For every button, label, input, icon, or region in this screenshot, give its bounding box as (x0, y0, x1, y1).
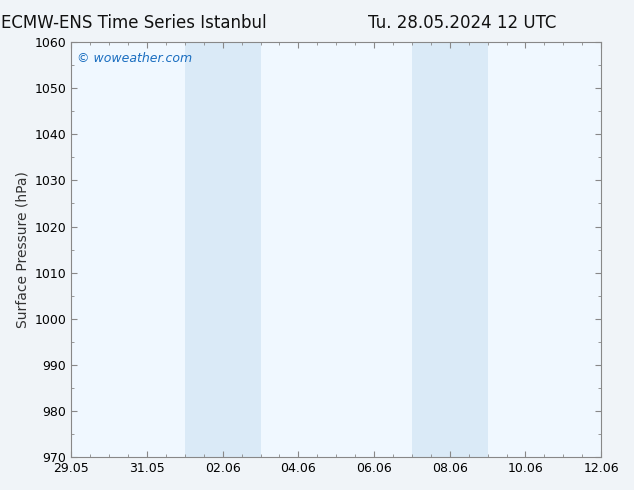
Bar (185, 42, 261, 457)
Y-axis label: Surface Pressure (hPa): Surface Pressure (hPa) (15, 171, 29, 328)
Text: © woweather.com: © woweather.com (77, 52, 191, 66)
Text: ECMW-ENS Time Series Istanbul: ECMW-ENS Time Series Istanbul (1, 14, 266, 32)
Bar (412, 42, 488, 457)
Text: Tu. 28.05.2024 12 UTC: Tu. 28.05.2024 12 UTC (368, 14, 556, 32)
